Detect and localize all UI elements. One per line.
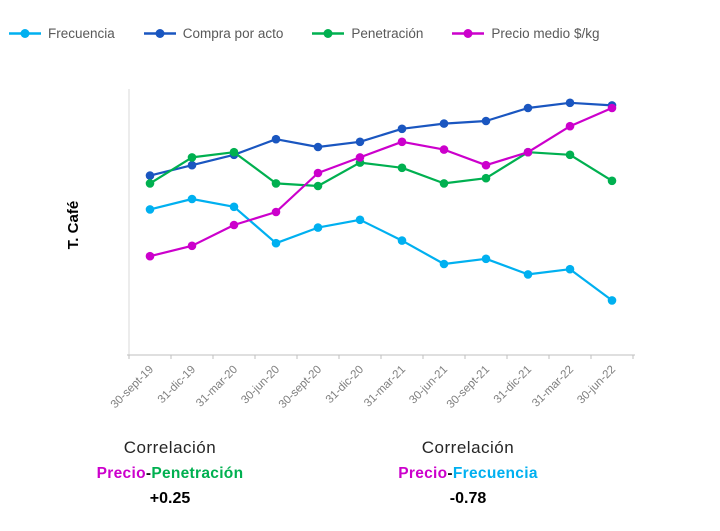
data-point [565, 98, 575, 108]
correlation-pair: Precio-Frecuencia [353, 465, 583, 483]
pair-hyphen: - [145, 465, 152, 482]
data-point [313, 142, 323, 152]
pair-word-frecuencia: Frecuencia [452, 465, 538, 482]
pair-word-precio: Precio [398, 465, 448, 482]
legend-item: Frecuencia [8, 26, 115, 41]
data-point [145, 205, 155, 214]
data-point [439, 179, 449, 188]
data-point [145, 179, 155, 188]
data-point [271, 207, 281, 217]
y-axis-title: T. Café [65, 201, 82, 249]
data-point [355, 153, 365, 162]
data-point [187, 241, 197, 251]
correlation-block-precio-frecuencia: Correlación Precio-Frecuencia -0.78 [353, 438, 583, 508]
data-point [439, 259, 449, 269]
data-point [397, 124, 407, 134]
x-tick-label: 31-dic-20 [324, 364, 366, 406]
data-point [271, 179, 281, 188]
data-point [481, 116, 491, 126]
legend-item: Penetración [311, 26, 423, 41]
x-tick-label: 30-sept-20 [277, 364, 324, 411]
data-point [271, 238, 281, 248]
data-point [355, 137, 365, 147]
x-tick-label: 31-mar-21 [362, 364, 408, 410]
data-point [145, 171, 155, 180]
data-point [355, 215, 365, 225]
correlation-pair: Precio-Penetración [55, 465, 285, 483]
correlation-title: Correlación [123, 438, 217, 457]
data-point [565, 121, 575, 131]
data-point [565, 264, 575, 274]
data-point [481, 160, 491, 170]
x-tick-label: 30-jun-22 [575, 364, 618, 407]
x-tick-label: 30-sept-19 [109, 364, 156, 411]
correlation-value: +0.25 [149, 490, 191, 507]
x-tick-label: 30-sept-21 [445, 364, 492, 411]
legend-line-marker-icon [9, 29, 41, 38]
correlation-title: Correlación [421, 438, 515, 457]
series-line [148, 151, 614, 188]
data-point [439, 119, 449, 128]
x-tick-label: 31-mar-22 [530, 364, 576, 410]
legend-label: Compra por acto [182, 26, 284, 41]
data-point [187, 194, 197, 204]
data-point [313, 181, 323, 191]
correlation-annotations: Correlación Precio-Penetración +0.25 Cor… [0, 438, 720, 508]
data-point [481, 254, 491, 264]
series-line [148, 106, 614, 258]
pair-word-penetracion: Penetración [151, 465, 244, 482]
pair-word-precio: Precio [96, 465, 146, 482]
pair-hyphen: - [447, 465, 453, 482]
data-point [607, 103, 617, 113]
x-tick-label: 31-mar-20 [194, 364, 240, 410]
legend-line-marker-icon [452, 29, 485, 38]
legend-label: Precio medio $/kg [491, 26, 600, 41]
chart-legend: Frecuencia Compra por acto Penetración Prec… [8, 26, 599, 41]
data-point [523, 147, 533, 157]
data-point [271, 134, 281, 144]
data-point [229, 202, 239, 212]
data-point [187, 160, 197, 170]
data-point [397, 137, 407, 147]
legend-item: Precio medio $/kg [451, 26, 599, 41]
x-tick-label: 30-jun-20 [239, 364, 282, 407]
data-point [229, 220, 239, 230]
x-tick-label: 31-dic-21 [492, 364, 534, 406]
legend-label: Penetración [351, 26, 424, 41]
data-point [313, 223, 323, 232]
correlation-value: -0.78 [449, 490, 487, 507]
data-point [523, 103, 533, 113]
data-point [145, 251, 155, 261]
data-point [397, 163, 407, 173]
legend-line-marker-icon [312, 29, 345, 38]
data-point [229, 147, 239, 157]
legend-label: Frecuencia [48, 26, 115, 41]
data-point [481, 173, 491, 183]
correlation-block-precio-penetracion: Correlación Precio-Penetración +0.25 [55, 438, 285, 508]
series-line [148, 197, 614, 302]
data-point [523, 270, 533, 279]
data-point [313, 168, 323, 178]
x-tick-label: 31-dic-19 [156, 364, 198, 406]
data-point [607, 296, 617, 305]
data-point [439, 145, 449, 154]
series-line [148, 101, 614, 177]
x-tick-label: 30-jun-21 [407, 364, 450, 407]
legend-item: Compra por acto [143, 26, 284, 41]
legend-line-marker-icon [143, 29, 176, 38]
data-point [607, 176, 617, 186]
data-point [397, 236, 407, 245]
data-point [565, 150, 575, 160]
data-point [187, 153, 197, 162]
